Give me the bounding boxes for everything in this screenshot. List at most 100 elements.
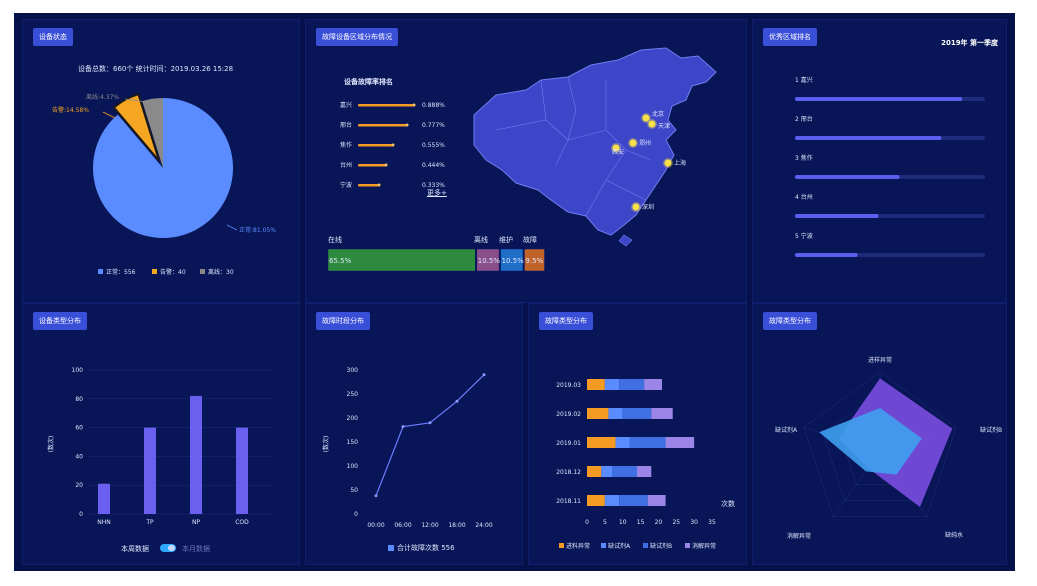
- device-type-chart: 0 20 40 60 80 100 (数次) NHN TP NP COD: [47, 367, 273, 526]
- legend-label-缺试剂A: 缺试剂A: [608, 542, 631, 550]
- state-seg-离线: [476, 248, 500, 272]
- rank-bar-邢台: [358, 124, 407, 127]
- stack-seg-进料异常: [587, 495, 605, 506]
- legend-swatch: [388, 545, 394, 551]
- city-marker-天津: [648, 120, 656, 128]
- state-seg-维护: [500, 248, 524, 272]
- legend-swatch-正常: [98, 269, 103, 274]
- fault-time-chart: 0 50 100 150 200 250 300 (数次) 00:00 06:00 12:00 18:…: [322, 367, 493, 529]
- legend-swatch-缺试剂A: [601, 543, 606, 548]
- radar-axis-label: 进样异常: [868, 356, 892, 364]
- fault-region-charts: 嘉兴 0.888% 邢台 0.777% 焦作 0.555% 台州 0.444% 宁波 0.333%…: [327, 47, 717, 272]
- rank-bar-嘉兴: [358, 104, 414, 107]
- city-label-天津: 天津: [658, 123, 670, 130]
- x-tick-label: TP: [145, 519, 154, 526]
- x-tick-label: 12:00: [421, 522, 438, 529]
- pie-slice-正常: [93, 98, 234, 238]
- top-rank-bar-5 宁波: [795, 253, 858, 257]
- rank-city: 宁波: [340, 181, 352, 189]
- y-axis-label: (数次): [322, 436, 330, 453]
- stack-seg-缺试剂A: [604, 379, 620, 390]
- city-marker-北京: [642, 114, 650, 122]
- panel-fault-time: 故障时段分布 0 50 100 150 200 250 300 (数次) 00:00 06:00 1…: [305, 303, 523, 565]
- more-link[interactable]: 更多+: [427, 189, 447, 197]
- series-point: [401, 425, 405, 429]
- stack-seg-进料异常: [587, 379, 605, 390]
- legend-label-缺试剂B: 缺试剂B: [650, 542, 672, 550]
- period-label: 2019年 第一季度: [941, 39, 998, 47]
- stack-seg-缺试剂A: [615, 437, 630, 448]
- series-point: [455, 399, 459, 403]
- pie-slice-告警: [112, 92, 161, 162]
- rank-value: 0.333%: [422, 182, 445, 189]
- city-marker-深圳: [632, 203, 640, 211]
- panel-fault-region: 故障设备区域分布情况 设备故障率排名 更多+ 嘉兴 0.888% 邢台 0.777% 焦…: [305, 19, 747, 303]
- state-value: 10.5%: [478, 257, 501, 265]
- radar-axis-label: 消解异常: [787, 532, 811, 540]
- device-summary: 设备总数：660个 统计时间：2019.03.26 15:28: [78, 65, 234, 73]
- y-tick-label: 40: [75, 453, 83, 460]
- x-tick-label: 15: [637, 519, 645, 526]
- series-point: [428, 421, 432, 425]
- province-border: [625, 149, 652, 161]
- state-label: 维护: [499, 235, 513, 244]
- legend-swatch-缺试剂B: [643, 543, 648, 548]
- province-border: [495, 119, 569, 166]
- radar-axis-label: 缺试剂A: [775, 426, 798, 434]
- bar-COD: [236, 427, 248, 514]
- rank-title: 设备故障率排名: [344, 78, 393, 86]
- bar-TP: [144, 427, 156, 514]
- state-label: 离线: [474, 235, 488, 244]
- rank-value: 0.888%: [422, 102, 445, 109]
- island: [618, 234, 633, 247]
- rank-value: 0.444%: [422, 162, 445, 169]
- y-tick-label: 2018.12: [556, 469, 581, 476]
- radar-area-s2: [819, 408, 922, 475]
- x-tick-label: 24:00: [475, 522, 492, 529]
- legend-toggle-knob: [168, 545, 175, 551]
- stack-seg-缺试剂B: [612, 466, 637, 477]
- top-region-chart: 1 嘉兴 2 邢台 3 焦作 4 台州 5 宁波: [795, 76, 985, 257]
- stack-seg-缺试剂B: [622, 408, 652, 419]
- y-tick-label: 80: [75, 396, 83, 403]
- state-value: 65.5%: [329, 257, 352, 265]
- city-label-深圳: 深圳: [642, 203, 654, 211]
- top-rank-label: 5 宁波: [795, 232, 813, 240]
- series-point: [374, 494, 378, 498]
- panel-title: 优秀区域排名: [763, 28, 817, 46]
- city-label-上海: 上海: [674, 159, 686, 167]
- province-border: [567, 129, 607, 141]
- legend-swatch-离线: [200, 269, 205, 274]
- stack-seg-消解异常: [647, 495, 666, 506]
- x-tick-label: 5: [603, 519, 607, 526]
- stack-seg-进料异常: [587, 466, 602, 477]
- rank-bar-宁波: [358, 184, 379, 187]
- top-rank-bar-2 邢台: [795, 136, 942, 140]
- radar-grid: [803, 371, 957, 517]
- pie-slice-离线: [142, 98, 163, 168]
- top-rank-bar-1 嘉兴: [795, 97, 963, 101]
- y-tick-label: 50: [350, 487, 358, 494]
- legend-swatch-进料异常: [559, 543, 564, 548]
- legend-swatch-告警: [152, 269, 157, 274]
- province-border: [540, 79, 547, 121]
- y-tick-label: 200: [347, 415, 359, 422]
- series-line: [375, 374, 485, 496]
- fault-type-chart: 2019.03 2019.02 2019.01 2018.12 2018.11 0 5 10 1…: [556, 379, 716, 550]
- y-tick-label: 2019.02: [556, 411, 581, 418]
- radar-axis-label: 缺纯水: [945, 531, 963, 539]
- panel-fault-radar: 故障类型分布 进样异常 缺试剂B 缺纯水 消解异常 缺试剂A: [752, 303, 1007, 565]
- top-rank-bar-4 台州: [795, 214, 879, 218]
- top-rank-label: 3 焦作: [795, 154, 813, 162]
- status-pie-chart: 正常:81.05% 告警:14.58% 离线:4.37% 正常：556 告警：40 离线：…: [52, 92, 276, 276]
- panel-device-type: 设备类型分布 0 20 40 60 80 100 (数次) NHN TP NP COD 本周数据 本…: [22, 303, 300, 565]
- rank-bar-end: [391, 143, 395, 147]
- y-tick-label: 100: [347, 463, 359, 470]
- series-point: [482, 373, 486, 377]
- rank-bar-end: [377, 183, 381, 187]
- city-marker-西安: [612, 144, 620, 152]
- top-rank-label: 1 嘉兴: [795, 76, 813, 84]
- pie-leader-离线: [124, 98, 148, 103]
- state-seg-故障: [524, 248, 545, 272]
- city-marker-郑州: [629, 139, 637, 147]
